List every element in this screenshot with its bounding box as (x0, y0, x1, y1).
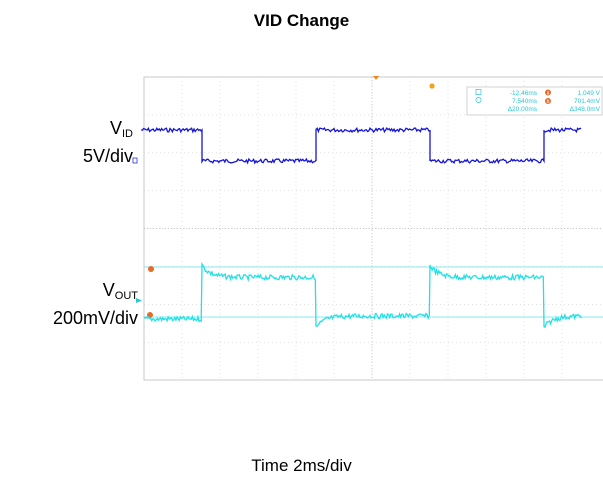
trace-vid (141, 126, 582, 165)
trigger-level-marker (429, 83, 435, 89)
channel-markers (132, 76, 435, 318)
channel-1-label: VID 5V/div (83, 117, 133, 167)
readout-delta-time: Δ20.00ms (508, 106, 538, 113)
channel-1-scale: 5V/div (82, 146, 133, 166)
channel-2-scale: 200mV/div (52, 308, 138, 328)
cursor-a-marker (545, 89, 551, 96)
channel-2-ground-marker (136, 298, 142, 303)
x-axis-label: Time 2ms/div (251, 456, 352, 475)
cursor-b-letter: b (547, 99, 550, 105)
channel-2-name: VOUT (102, 280, 138, 302)
channel-1-name: VID (109, 118, 133, 140)
graticule-grid (143, 76, 603, 381)
cursor-readout-box: -12.46ms 7.540ms Δ20.00ms a b 1.049 V 70… (466, 86, 603, 116)
channel-2-label: VOUT 200mV/div (53, 279, 138, 329)
cursor-a-channel-marker (148, 266, 154, 272)
cursor-square-icon (475, 89, 482, 95)
trigger-position-marker (373, 76, 379, 80)
chart-title: VID Change (253, 11, 350, 30)
readout-time-b: 7.540ms (512, 98, 538, 105)
readout-level-a: 1.049 V (578, 90, 601, 97)
cursor-a-letter: a (547, 91, 550, 97)
cursor-b-marker (545, 98, 551, 104)
cursor-circle-icon (475, 97, 482, 103)
waveform-traces (141, 126, 582, 328)
readout-time-a: -12.46ms (510, 90, 538, 97)
trace-vout (143, 261, 582, 328)
readout-level-b: 701.4mV (574, 98, 601, 105)
channel-1-ground-marker (132, 157, 138, 164)
readout-delta-level: Δ348.0mV (570, 106, 601, 113)
